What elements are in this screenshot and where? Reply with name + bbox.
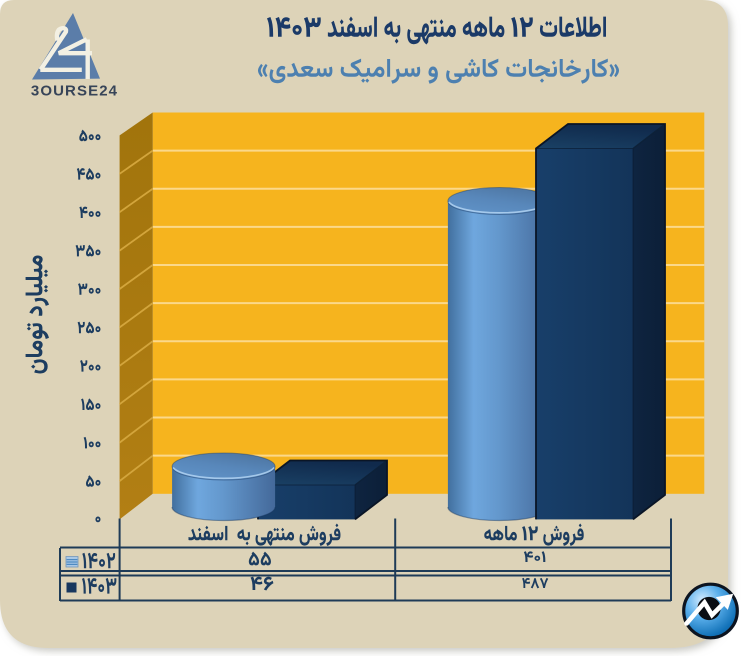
svg-text:3OURSE24: 3OURSE24 [31,83,118,100]
